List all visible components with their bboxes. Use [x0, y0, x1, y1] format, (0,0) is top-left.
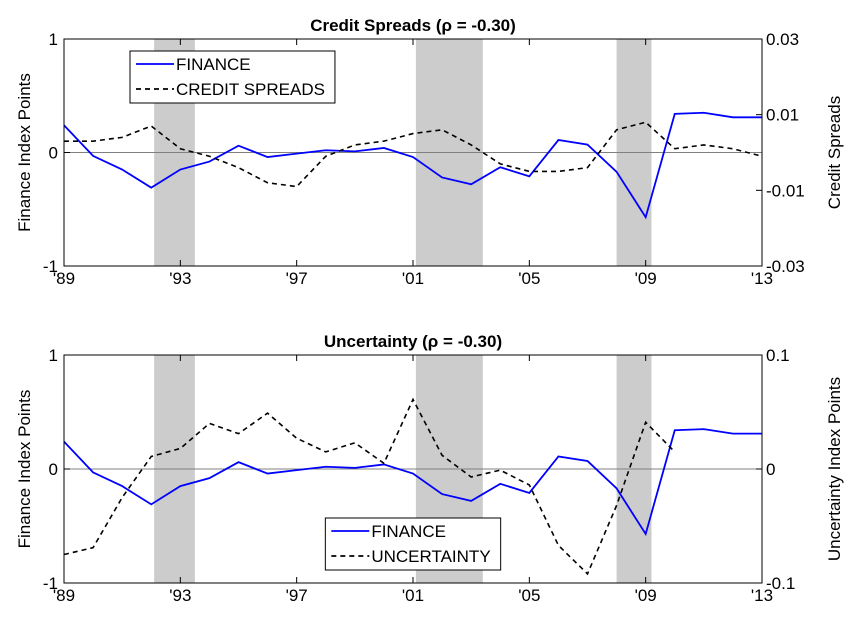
series-line	[63, 397, 676, 576]
legend-box	[324, 517, 502, 571]
x-tick-label: '05	[518, 586, 540, 605]
x-tick-label: '93	[169, 269, 191, 288]
y2-tick-label: 0.1	[766, 346, 790, 365]
legend-label: CREDIT SPREADS	[176, 80, 325, 99]
legend: FINANCE UNCERTAINTY	[324, 517, 502, 571]
y2-axis-label: Credit Spreads	[825, 96, 844, 209]
y2-tick-label: 0	[766, 460, 775, 479]
x-tick-label: '93	[169, 586, 191, 605]
y2-tick-label: 0.03	[766, 30, 799, 49]
subplot: '89 '93 '97 '01 '05 '09 '13 -1 0 1 -0.03 -0.01 0.01 0…	[15, 16, 844, 288]
y-tick-label: 1	[49, 346, 58, 365]
x-tick-label: '05	[518, 269, 540, 288]
y2-tick-label: -0.1	[766, 574, 795, 593]
y-tick-label: 0	[49, 144, 58, 163]
y-tick-label: 0	[49, 460, 58, 479]
series-line	[64, 121, 763, 188]
legend: FINANCE CREDIT SPREADS	[129, 50, 336, 104]
x-tick-label: '13	[751, 586, 773, 605]
legend-label: FINANCE	[371, 522, 446, 541]
subplot: '89 '93 '97 '01 '05 '09 '13 -1 0 1 -0.1 0 0.1 Uncerta…	[15, 332, 844, 605]
series-line	[63, 428, 762, 537]
y-tick-label: -1	[43, 574, 58, 593]
x-tick-label: '09	[635, 269, 657, 288]
x-tick-label: '09	[635, 586, 657, 605]
y-axis-label: Finance Index Points	[15, 390, 34, 549]
chart-title: Uncertainty (ρ = -0.30)	[324, 332, 502, 351]
x-tick-label: '97	[286, 269, 308, 288]
y2-tick-label: 0.01	[766, 106, 799, 125]
y-tick-label: 1	[49, 30, 58, 49]
legend-box	[129, 50, 336, 104]
x-tick-label: '01	[402, 269, 424, 288]
y2-tick-label: -0.01	[766, 181, 805, 200]
y-axis-label: Finance Index Points	[15, 73, 34, 232]
x-tick-label: '97	[286, 586, 308, 605]
series-line	[63, 111, 762, 220]
x-tick-label: '13	[751, 269, 773, 288]
x-tick-label: '01	[402, 586, 424, 605]
x-tick-label: '89	[53, 269, 75, 288]
y2-tick-label: -0.03	[766, 257, 805, 276]
y2-axis-label: Uncertainty Index Points	[825, 377, 844, 561]
y-tick-label: -1	[43, 257, 58, 276]
legend-label: UNCERTAINTY	[371, 547, 490, 566]
chart-title: Credit Spreads (ρ = -0.30)	[310, 16, 516, 35]
legend-label: FINANCE	[176, 55, 251, 74]
x-tick-label: '89	[53, 586, 75, 605]
